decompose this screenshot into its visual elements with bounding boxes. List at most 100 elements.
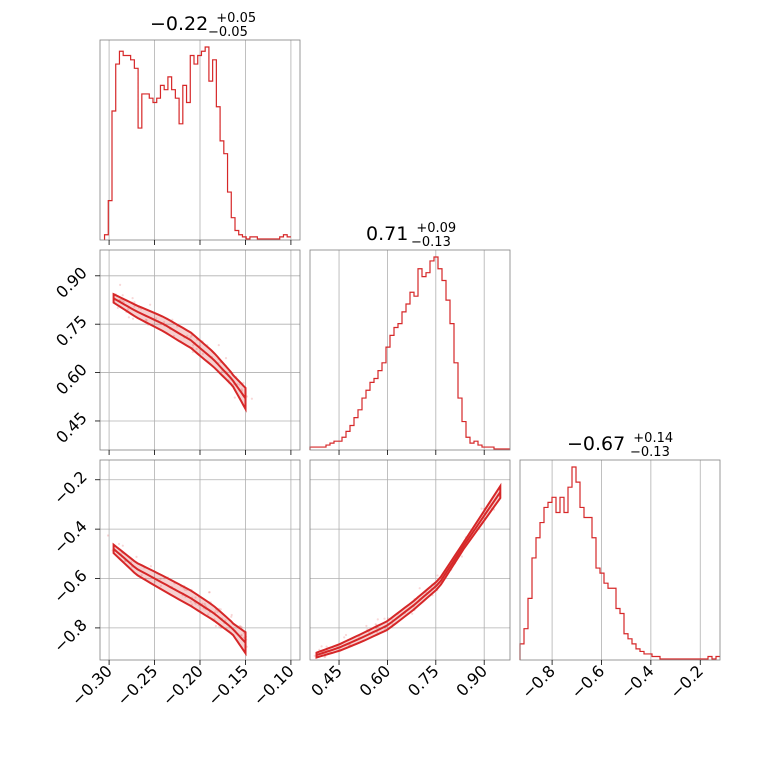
panel-2-0-point-51 [204, 604, 207, 607]
panel-2-0-point-76 [106, 534, 110, 537]
panel-1-0-point-0 [119, 283, 122, 286]
panel-2-1-point-82 [383, 617, 386, 620]
panel-1-0-point-87 [242, 381, 245, 384]
panel-2-1-contour-inner [316, 491, 502, 657]
panel-1-0-point-39 [250, 397, 253, 400]
ytick-label-2-3: −0.2 [50, 467, 91, 508]
panel-2-1-contour-outer [315, 482, 502, 659]
xtick-label-0-0: −0.30 [68, 661, 116, 709]
marginal-title-1: 0.71 +0.09 [366, 221, 456, 245]
panel-2-0-point-3 [207, 613, 210, 616]
panel-2-0-point-16 [240, 633, 243, 637]
panel-2-1-point-23 [344, 633, 348, 637]
xtick-label-1-0: 0.45 [307, 661, 346, 700]
panel-2-0-point-27 [203, 602, 206, 606]
panel-1-0-point-22 [131, 297, 134, 300]
panel-2-0-point-61 [242, 636, 245, 639]
panel-2-0-point-15 [159, 577, 162, 581]
panel-1-0-contour-outer [112, 292, 247, 413]
panel-2-0-point-0 [240, 626, 243, 629]
panel-2-0-point-50 [230, 615, 233, 618]
marginal-title-2: −0.67 +0.14 [567, 431, 673, 455]
panel-2-0-point-6 [208, 591, 211, 594]
panel-1-0-point-3 [145, 319, 148, 322]
panel-2-0-point-48 [240, 634, 243, 637]
panel-1-0-point-46 [149, 303, 152, 306]
panel-2-0-point-84 [201, 602, 204, 605]
panel-2-0-point-80 [194, 602, 197, 605]
panel-2-1-point-8 [376, 618, 379, 621]
panel-2-0-point-83 [154, 580, 157, 583]
panel-2-0-point-4 [194, 596, 197, 599]
panel-2-0-point-87 [190, 603, 194, 606]
panel-2-0-contour-inner [112, 548, 247, 644]
panel-1-0-point-58 [121, 300, 124, 303]
panel-2-0-point-65 [140, 574, 143, 577]
panel-1-0-point-33 [133, 301, 136, 304]
panel-1-0-point-17 [192, 344, 195, 347]
panel-2-1-point-33 [313, 654, 316, 657]
data-layer [103, 46, 720, 660]
panel-1-0-point-21 [127, 308, 130, 311]
marginal-title-0-minus: −0.05 [208, 25, 248, 40]
xtick-label-1-1: 0.60 [356, 661, 395, 700]
panel-2-0-point-20 [216, 610, 219, 614]
panel-2-1-point-12 [365, 624, 368, 628]
panel-2-1-point-11 [480, 507, 483, 510]
title-1-plus: +0.09 [416, 221, 456, 236]
panel-2-0-point-59 [214, 624, 217, 628]
panel-2-1-point-34 [343, 636, 346, 639]
panel-1-0-point-9 [163, 321, 166, 324]
panel-1-0-point-4 [122, 301, 125, 304]
panel-2-1-point-76 [325, 645, 328, 648]
panel-1-0-point-85 [133, 305, 136, 308]
ytick-label-2-0: −0.8 [50, 615, 91, 656]
panel-2-0-point-74 [224, 619, 227, 622]
panel-2-0-point-9 [159, 584, 162, 588]
ytick-label-2-1: −0.6 [50, 566, 91, 607]
ytick-label-1-0: 0.45 [52, 408, 91, 447]
marginal-title-2-minus: −0.13 [630, 445, 670, 460]
panel-1-0-point-37 [195, 347, 198, 351]
panel-1-0-point-88 [127, 316, 130, 319]
panel-frame-2-2 [519, 459, 721, 661]
panel-1-0-point-34 [240, 388, 243, 391]
panel-2-1-point-62 [418, 587, 421, 590]
ytick-label-1-3: 0.90 [52, 263, 91, 302]
xtick-label-0-4: −0.10 [250, 661, 298, 709]
histogram-0 [103, 46, 291, 240]
title-2-plus: +0.14 [633, 431, 673, 446]
panel-2-0-point-89 [239, 625, 242, 628]
xtick-label-0-1: −0.25 [113, 661, 161, 709]
marginal-title-0: −0.22 +0.05 [150, 11, 256, 35]
title-0-median: −0.22 [150, 13, 208, 35]
xtick-label-2-1: −0.6 [567, 661, 608, 702]
panel-1-0-point-49 [224, 357, 228, 360]
panel-2-1-point-68 [436, 574, 439, 577]
panel-1-0-point-82 [144, 318, 147, 321]
panel-1-0-point-48 [233, 396, 236, 399]
xtick-label-2-3: −0.2 [666, 661, 707, 702]
panel-2-0-point-34 [149, 565, 152, 568]
panel-2-0-point-70 [189, 600, 192, 603]
histogram-2 [519, 466, 720, 660]
grid-layer [100, 40, 701, 660]
panel-2-1-point-29 [460, 555, 463, 558]
panel-2-1-point-28 [323, 655, 326, 659]
panel-1-0-point-31 [191, 350, 194, 354]
panel-2-1-point-79 [411, 612, 414, 615]
marginal-title-1-minus: −0.13 [411, 235, 451, 250]
panel-1-0-point-71 [155, 317, 158, 320]
ytick-label-1-2: 0.75 [52, 312, 91, 351]
xtick-label-2-2: −0.4 [617, 661, 658, 702]
title-1-median: 0.71 [366, 223, 408, 245]
panel-1-0-point-70 [186, 334, 189, 337]
panel-1-0-point-41 [201, 352, 204, 355]
ytick-label-2-2: −0.4 [50, 517, 91, 558]
ytick-label-1-1: 0.60 [52, 360, 91, 399]
xtick-label-2-0: −0.8 [518, 661, 559, 702]
panel-2-0-point-42 [207, 591, 211, 594]
panel-2-0-point-73 [135, 555, 138, 559]
panel-1-0-point-11 [189, 335, 192, 338]
histogram-1 [309, 256, 510, 450]
